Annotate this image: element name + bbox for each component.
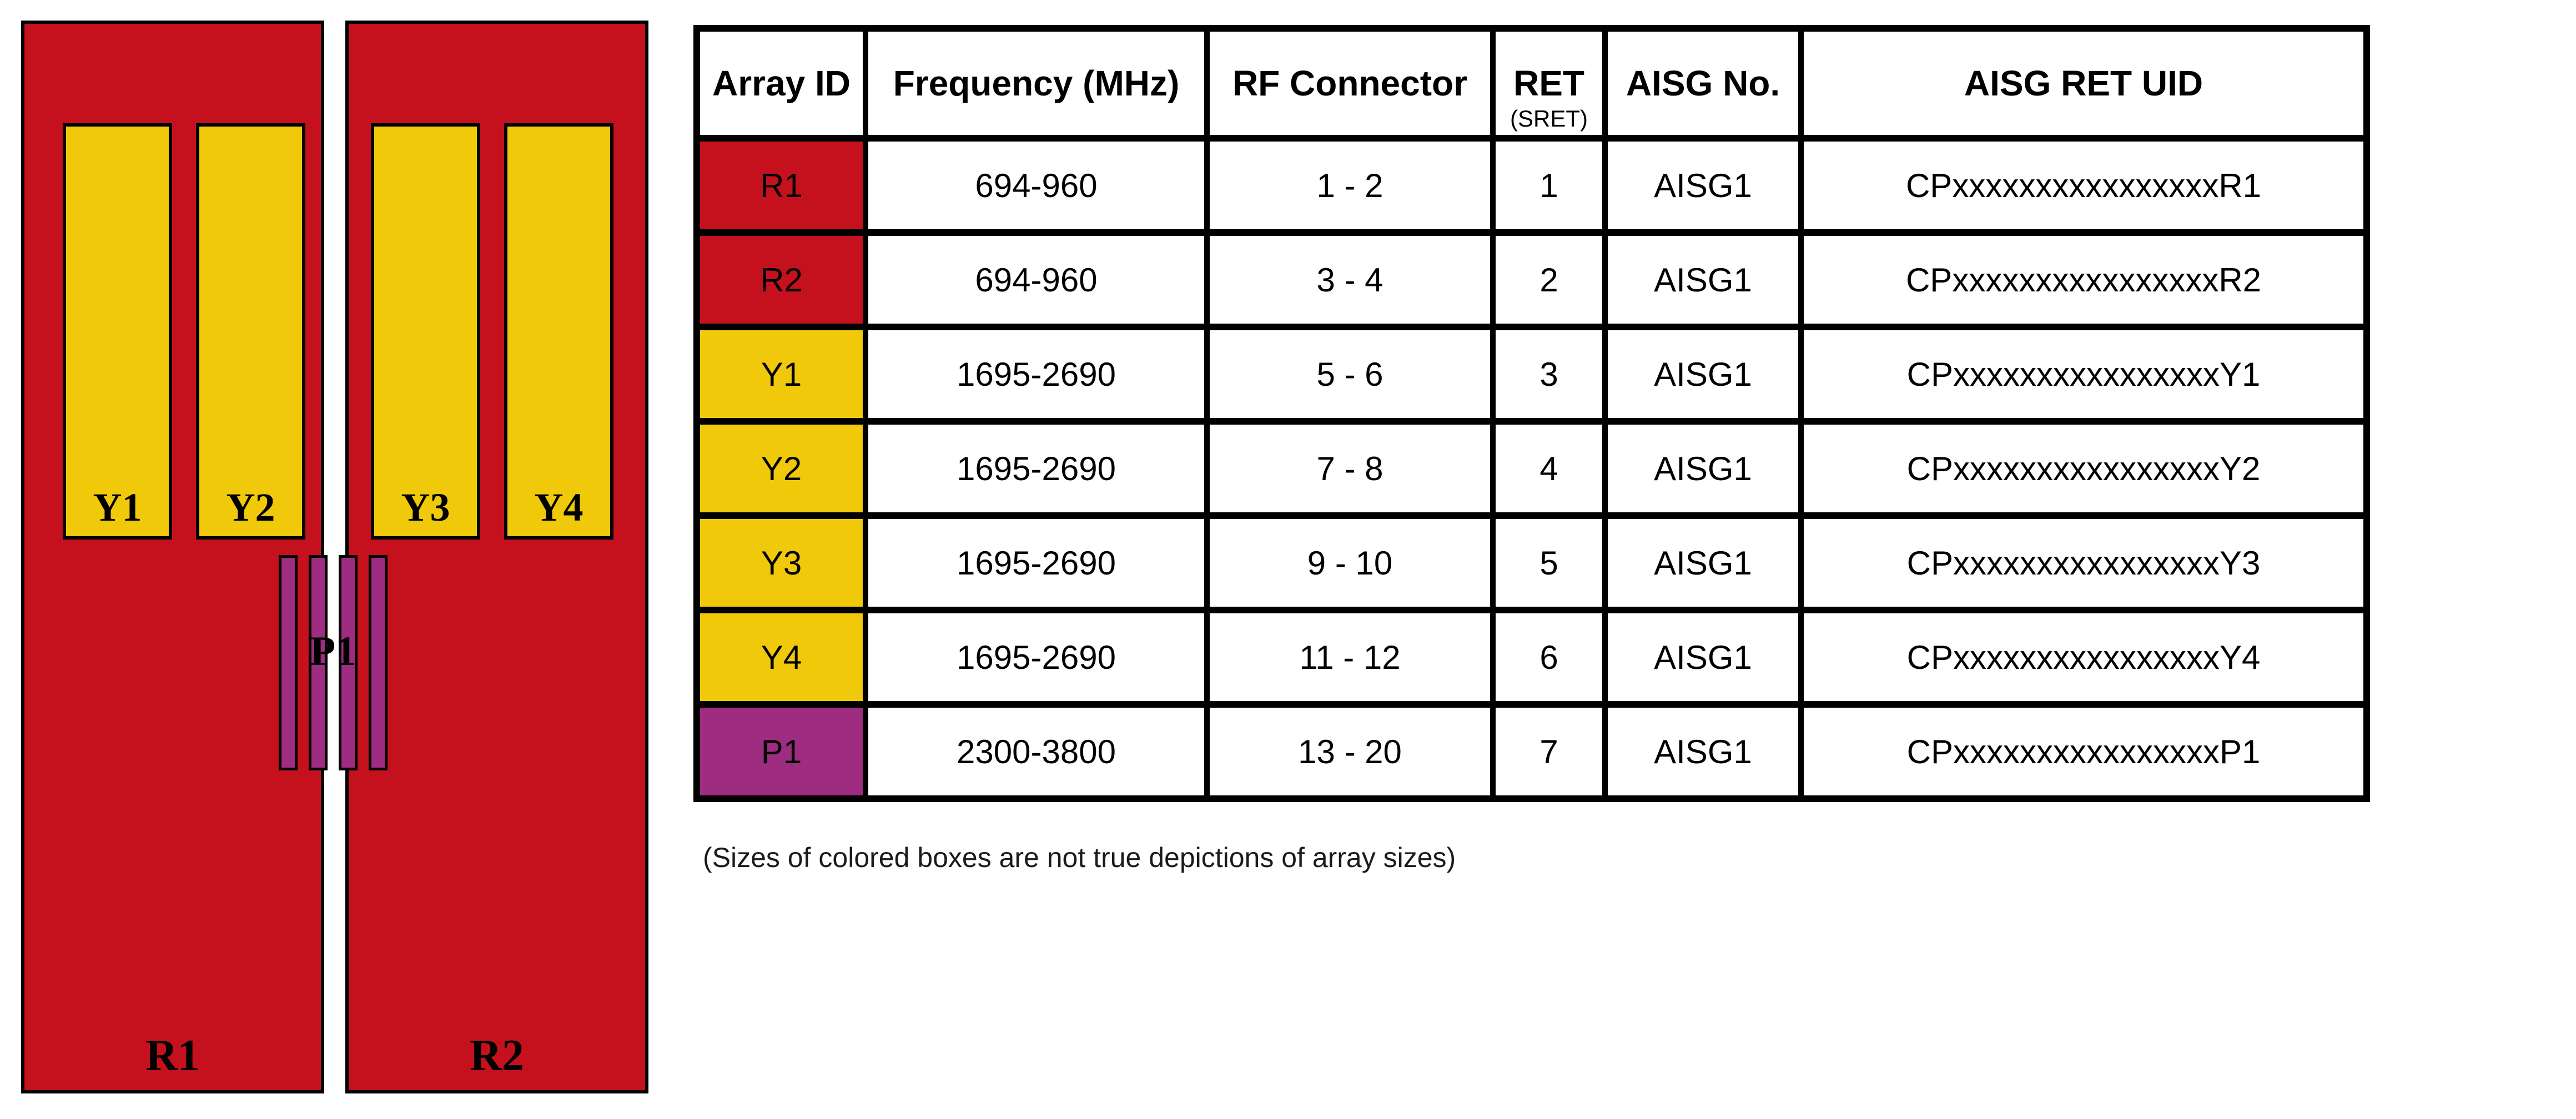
spec-table-head: Array ID Frequency (MHz) RF Connector RET (S…: [694, 25, 2369, 142]
cell-array_id: Y4: [694, 607, 868, 708]
cell-aisg_no: AISG1: [1602, 512, 1804, 613]
cell-array_id: Y2: [694, 418, 868, 519]
cell-aisg_ret_uid: CPxxxxxxxxxxxxxxxxY3: [1798, 512, 2369, 613]
col-header-label: AISG No.: [1626, 63, 1780, 103]
cell-aisg_ret_uid: CPxxxxxxxxxxxxxxxxY2: [1798, 418, 2369, 519]
array-label-P1: P1: [310, 628, 356, 674]
cell-rf_connector: 3 - 4: [1204, 229, 1496, 330]
array-label-R2: R2: [470, 1031, 524, 1080]
array-label-Y4: Y4: [534, 485, 583, 530]
cell-frequency: 1695-2690: [863, 324, 1210, 425]
header-row: Array ID Frequency (MHz) RF Connector RET (S…: [694, 25, 2369, 142]
cell-array_id: R1: [694, 135, 868, 236]
col-header-label: Frequency (MHz): [893, 63, 1180, 103]
cell-aisg_ret_uid: CPxxxxxxxxxxxxxxxxP1: [1798, 701, 2369, 802]
table-row-Y2: Y2 1695-2690 7 - 8 4 AISG1 CPxxxxxxxxxxxxxxxx…: [694, 418, 2369, 519]
cell-aisg_no: AISG1: [1602, 135, 1804, 236]
table-row-Y1: Y1 1695-2690 5 - 6 3 AISG1 CPxxxxxxxxxxxxxxxx…: [694, 324, 2369, 425]
col-header-sublabel: (SRET): [1510, 105, 1588, 132]
col-header-array_id: Array ID: [694, 25, 868, 142]
cell-aisg_no: AISG1: [1602, 418, 1804, 519]
cell-ret: 2: [1490, 229, 1608, 330]
array-strip-P1-2: [309, 555, 328, 770]
array-label-Y1: Y1: [93, 485, 142, 530]
cell-frequency: 694-960: [863, 229, 1210, 330]
cell-aisg_no: AISG1: [1602, 324, 1804, 425]
cell-rf_connector: 13 - 20: [1204, 701, 1496, 802]
cell-frequency: 1695-2690: [863, 418, 1210, 519]
antenna-array-diagram: R1 R2 Y1 Y2 Y3 Y4 P1: [0, 0, 688, 1119]
cell-aisg_no: AISG1: [1602, 607, 1804, 708]
cell-frequency: 1695-2690: [863, 607, 1210, 708]
col-header-aisg_no: AISG No.: [1602, 25, 1804, 142]
cell-rf_connector: 5 - 6: [1204, 324, 1496, 425]
col-header-label: Array ID: [712, 63, 851, 103]
cell-rf_connector: 1 - 2: [1204, 135, 1496, 236]
cell-array_id: R2: [694, 229, 868, 330]
table-row-R2: R2 694-960 3 - 4 2 AISG1 CPxxxxxxxxxxxxxxxxR2: [694, 229, 2369, 330]
cell-rf_connector: 11 - 12: [1204, 607, 1496, 708]
cell-rf_connector: 9 - 10: [1204, 512, 1496, 613]
cell-ret: 5: [1490, 512, 1608, 613]
cell-array_id: Y1: [694, 324, 868, 425]
port-mapping-table-wrap: Array ID Frequency (MHz) RF Connector RET (S…: [693, 25, 2370, 802]
array-strip-P1-4: [369, 555, 388, 770]
array-label-Y3: Y3: [401, 485, 450, 530]
array-box-Y2: Y2: [196, 123, 305, 540]
col-header-rf_connector: RF Connector: [1204, 25, 1496, 142]
table-row-P1: P1 2300-3800 13 - 20 7 AISG1 CPxxxxxxxxxxxxxx…: [694, 701, 2369, 802]
cell-frequency: 1695-2690: [863, 512, 1210, 613]
array-box-Y3: Y3: [371, 123, 480, 540]
cell-array_id: Y3: [694, 512, 868, 613]
cell-ret: 3: [1490, 324, 1608, 425]
array-strip-P1-1: [279, 555, 298, 770]
col-header-label: AISG RET UID: [1964, 63, 2203, 103]
cell-ret: 6: [1490, 607, 1608, 708]
col-header-label: RET: [1513, 63, 1584, 103]
cell-array_id: P1: [694, 701, 868, 802]
cell-aisg_ret_uid: CPxxxxxxxxxxxxxxxxR1: [1798, 135, 2369, 236]
array-box-Y1: Y1: [63, 123, 172, 540]
table-row-Y3: Y3 1695-2690 9 - 10 5 AISG1 CPxxxxxxxxxxxxxxx…: [694, 512, 2369, 613]
cell-ret: 7: [1490, 701, 1608, 802]
size-disclaimer-note: (Sizes of colored boxes are not true dep…: [703, 842, 1456, 873]
array-box-Y4: Y4: [504, 123, 613, 540]
table-row-R1: R1 694-960 1 - 2 1 AISG1 CPxxxxxxxxxxxxxxxxR1: [694, 135, 2369, 236]
array-strip-P1-3: [339, 555, 358, 770]
col-header-label: RF Connector: [1232, 63, 1468, 103]
col-header-frequency: Frequency (MHz): [863, 25, 1210, 142]
cell-ret: 4: [1490, 418, 1608, 519]
cell-aisg_ret_uid: CPxxxxxxxxxxxxxxxxY4: [1798, 607, 2369, 708]
cell-rf_connector: 7 - 8: [1204, 418, 1496, 519]
cell-aisg_no: AISG1: [1602, 229, 1804, 330]
array-label-R1: R1: [145, 1031, 200, 1080]
col-header-ret: RET (SRET): [1490, 25, 1608, 142]
array-label-Y2: Y2: [226, 485, 275, 530]
cell-frequency: 694-960: [863, 135, 1210, 236]
cell-aisg_ret_uid: CPxxxxxxxxxxxxxxxxY1: [1798, 324, 2369, 425]
cell-aisg_no: AISG1: [1602, 701, 1804, 802]
spec-table: Array ID Frequency (MHz) RF Connector RET (S…: [693, 25, 2370, 802]
col-header-aisg_ret_uid: AISG RET UID: [1798, 25, 2369, 142]
cell-aisg_ret_uid: CPxxxxxxxxxxxxxxxxR2: [1798, 229, 2369, 330]
table-row-Y4: Y4 1695-2690 11 - 12 6 AISG1 CPxxxxxxxxxxxxxx…: [694, 607, 2369, 708]
cell-ret: 1: [1490, 135, 1608, 236]
cell-frequency: 2300-3800: [863, 701, 1210, 802]
spec-table-body: R1 694-960 1 - 2 1 AISG1 CPxxxxxxxxxxxxxxxxR1…: [694, 135, 2369, 802]
